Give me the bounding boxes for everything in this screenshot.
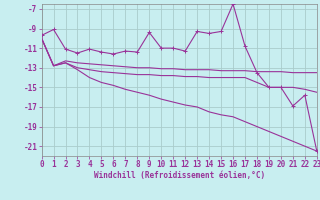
X-axis label: Windchill (Refroidissement éolien,°C): Windchill (Refroidissement éolien,°C): [94, 171, 265, 180]
